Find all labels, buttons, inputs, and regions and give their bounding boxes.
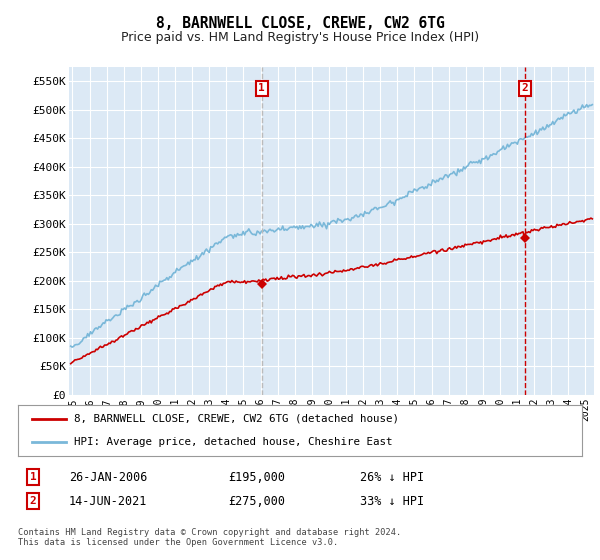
Text: Price paid vs. HM Land Registry's House Price Index (HPI): Price paid vs. HM Land Registry's House …: [121, 31, 479, 44]
Text: 2: 2: [521, 83, 528, 94]
Text: 14-JUN-2021: 14-JUN-2021: [69, 494, 148, 508]
Text: Contains HM Land Registry data © Crown copyright and database right 2024.
This d: Contains HM Land Registry data © Crown c…: [18, 528, 401, 547]
Text: 1: 1: [29, 472, 37, 482]
Text: 2: 2: [29, 496, 37, 506]
Text: £195,000: £195,000: [228, 470, 285, 484]
Text: 8, BARNWELL CLOSE, CREWE, CW2 6TG (detached house): 8, BARNWELL CLOSE, CREWE, CW2 6TG (detac…: [74, 414, 400, 424]
Text: HPI: Average price, detached house, Cheshire East: HPI: Average price, detached house, Ches…: [74, 437, 393, 447]
Text: 26% ↓ HPI: 26% ↓ HPI: [360, 470, 424, 484]
Text: 26-JAN-2006: 26-JAN-2006: [69, 470, 148, 484]
Text: 8, BARNWELL CLOSE, CREWE, CW2 6TG: 8, BARNWELL CLOSE, CREWE, CW2 6TG: [155, 16, 445, 31]
Text: 1: 1: [259, 83, 265, 94]
Text: £275,000: £275,000: [228, 494, 285, 508]
Text: 33% ↓ HPI: 33% ↓ HPI: [360, 494, 424, 508]
